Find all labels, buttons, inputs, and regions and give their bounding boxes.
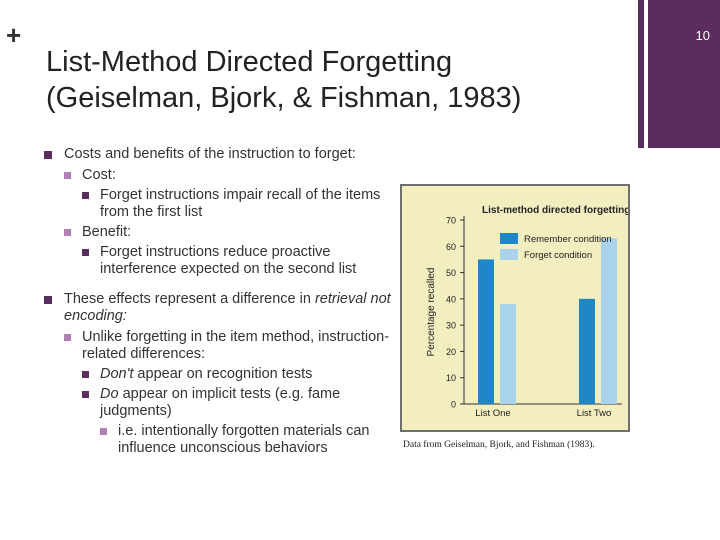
bullet-retrieval: These effects represent a difference in … bbox=[44, 291, 394, 325]
slide-title: List-Method Directed Forgetting (Geiselm… bbox=[46, 44, 626, 116]
bar bbox=[500, 304, 516, 404]
bullet-benefit: Benefit: bbox=[44, 224, 394, 241]
y-tick-label: 20 bbox=[446, 347, 456, 357]
bar bbox=[579, 298, 595, 404]
bullet-ie: i.e. intentionally forgotten materials c… bbox=[44, 423, 394, 457]
legend-label: Forget condition bbox=[524, 250, 592, 261]
bullet-unlike-item: Unlike forgetting in the item method, in… bbox=[44, 329, 394, 363]
x-tick-label: List Two bbox=[577, 408, 612, 419]
chart-title: List-method directed forgetting bbox=[482, 205, 628, 216]
legend-swatch bbox=[500, 249, 518, 260]
y-tick-label: 50 bbox=[446, 268, 456, 278]
bullet-marker bbox=[100, 428, 107, 435]
legend-label: Remember condition bbox=[524, 234, 612, 245]
bullet-cost: Cost: bbox=[44, 167, 394, 184]
bullet-do-appear: Do appear on implicit tests (e.g. fame j… bbox=[44, 386, 394, 420]
y-tick-label: 10 bbox=[446, 373, 456, 383]
bullet-marker bbox=[44, 296, 52, 304]
page-number-box: 10 bbox=[648, 0, 720, 148]
bullet-dont-appear: Don't appear on recognition tests bbox=[44, 366, 394, 383]
bullet-marker bbox=[64, 334, 71, 341]
bullet-list: Costs and benefits of the instruction to… bbox=[44, 146, 394, 460]
bullet-marker bbox=[82, 249, 89, 256]
page-number: 10 bbox=[695, 28, 710, 43]
bullet-costs-benefits: Costs and benefits of the instruction to… bbox=[44, 146, 394, 163]
bar bbox=[478, 259, 494, 404]
title-line-1: List-Method Directed Forgetting bbox=[46, 46, 453, 78]
accent-bar bbox=[638, 0, 644, 148]
y-tick-label: 70 bbox=[446, 216, 456, 226]
title-line-2: (Geiselman, Bjork, & Fishman, 1983) bbox=[46, 82, 522, 114]
y-tick-label: 40 bbox=[446, 294, 456, 304]
legend-swatch bbox=[500, 233, 518, 244]
bullet-marker bbox=[64, 172, 71, 179]
bullet-marker bbox=[82, 391, 89, 398]
y-tick-label: 60 bbox=[446, 242, 456, 252]
bar bbox=[601, 238, 617, 404]
plus-sign: + bbox=[6, 20, 22, 50]
bullet-cost-detail: Forget instructions impair recall of the… bbox=[44, 187, 394, 221]
figure-caption: Data from Geiselman, Bjork, and Fishman … bbox=[403, 440, 595, 450]
y-tick-label: 30 bbox=[446, 321, 456, 331]
bullet-marker bbox=[82, 192, 89, 199]
y-axis-label: Percentage recalled bbox=[426, 268, 437, 357]
bullet-marker bbox=[64, 229, 71, 236]
y-tick-label: 0 bbox=[451, 400, 456, 410]
chart-figure: List-method directed forgetting 0 10 20 30 40… bbox=[400, 184, 630, 432]
bullet-marker bbox=[82, 371, 89, 378]
x-tick-label: List One bbox=[475, 408, 510, 419]
bar-chart: List-method directed forgetting 0 10 20 30 40… bbox=[426, 205, 630, 419]
bullet-benefit-detail: Forget instructions reduce proactive int… bbox=[44, 244, 394, 278]
bullet-marker bbox=[44, 151, 52, 159]
